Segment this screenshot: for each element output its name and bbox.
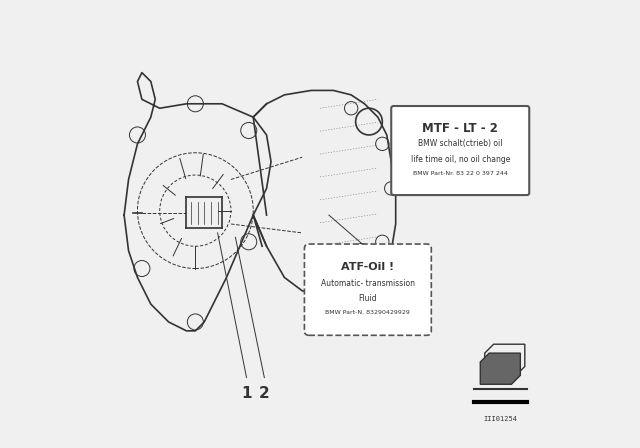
Text: Fluid: Fluid: [358, 294, 377, 303]
Text: MTF - LT - 2: MTF - LT - 2: [422, 121, 498, 134]
Text: III01254: III01254: [483, 416, 517, 422]
Text: 1: 1: [241, 386, 252, 401]
FancyBboxPatch shape: [391, 106, 529, 195]
FancyBboxPatch shape: [305, 244, 431, 335]
Text: 3: 3: [357, 243, 367, 258]
Text: life time oil, no oil change: life time oil, no oil change: [410, 155, 510, 164]
Text: ATF-Oil !: ATF-Oil !: [341, 262, 394, 272]
Polygon shape: [480, 353, 520, 384]
Text: BMW Part-N. 83290429929: BMW Part-N. 83290429929: [325, 310, 410, 315]
Text: 2: 2: [259, 386, 269, 401]
Text: BMW Part-Nr. 83 22 0 397 244: BMW Part-Nr. 83 22 0 397 244: [413, 172, 508, 177]
Text: BMW schalt(ctrieb) oil: BMW schalt(ctrieb) oil: [418, 139, 502, 148]
Text: Automatic- transmission: Automatic- transmission: [321, 279, 415, 288]
